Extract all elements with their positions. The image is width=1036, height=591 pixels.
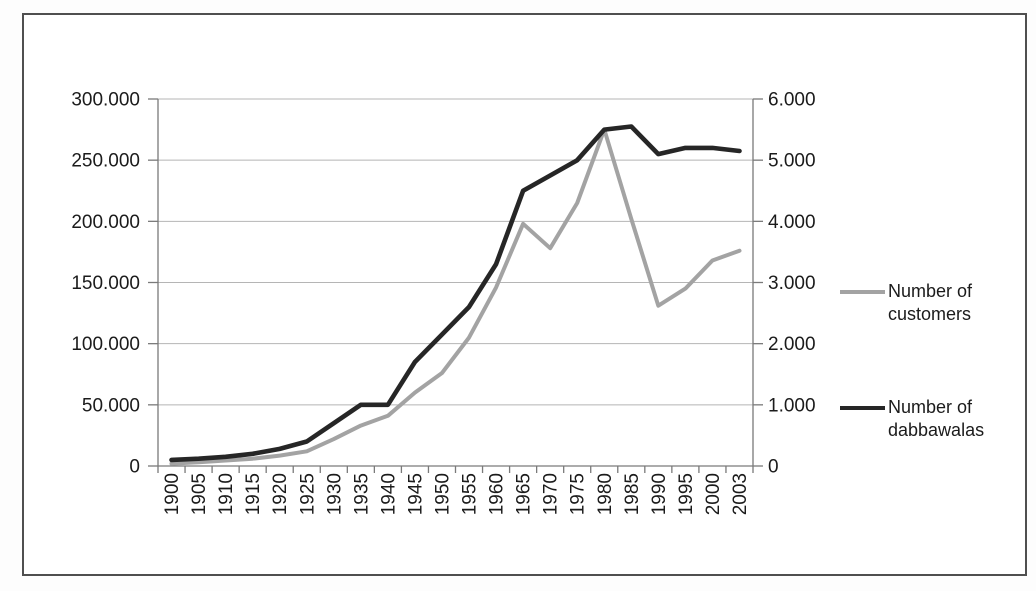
x-axis-tick-label: 1980 [595,473,616,515]
customers-line [169,127,742,466]
x-axis-tick-label: 1900 [162,473,183,515]
legend-label-customers: Number of customers [888,281,973,324]
x-axis-tick-label: 1945 [405,473,426,515]
right-axis-tick-label: 0 [768,457,779,478]
right-axis-tick-label: 2.000 [768,334,816,355]
x-axis-tick-label: 1990 [649,473,670,515]
left-axis-tick-label: 100.000 [71,334,140,355]
left-axis-tick-label: 200.000 [71,212,140,233]
dabbawalas-line [169,124,742,463]
x-axis-tick-label: 2000 [703,473,724,515]
x-axis-tick-label: 1920 [270,473,291,515]
x-axis-tick-label: 1985 [622,473,643,515]
customers-line-swatch [840,290,885,294]
x-axis-tick-label: 1995 [676,473,697,515]
legend-item-customers: Number of customers [840,280,1008,326]
x-axis-tick-label: 1955 [460,473,481,515]
chart-border-frame [22,13,1027,576]
x-axis-tick-label: 1940 [378,473,399,515]
x-axis-tick-label: 1975 [568,473,589,515]
left-axis-tick-label: 50.000 [82,395,140,416]
x-axis-tick-label: 1915 [243,473,264,515]
x-axis-tick-label: 1910 [216,473,237,515]
x-axis-tick-label: 1970 [541,473,562,515]
x-axis-tick-label: 1925 [297,473,318,515]
x-axis-tick-label: 1950 [432,473,453,515]
x-axis-tick-label: 1905 [189,473,210,515]
left-axis-tick-label: 300.000 [71,90,140,111]
x-axis-tick-label: 1960 [487,473,508,515]
x-axis-tick-label: 1930 [324,473,345,515]
left-axis-tick-label: 150.000 [71,273,140,294]
dabbawalas-line-swatch [840,406,885,410]
x-axis-tick-label: 1965 [514,473,535,515]
legend-item-dabbawalas: Number of dabbawalas [840,396,1008,442]
right-axis-tick-label: 6.000 [768,90,816,111]
left-axis-tick-label: 0 [129,457,140,478]
right-axis-tick-label: 4.000 [768,212,816,233]
x-axis-tick-label: 1935 [351,473,372,515]
x-axis-tick-label: 2003 [730,473,751,515]
right-axis-tick-label: 3.000 [768,273,816,294]
right-axis-tick-label: 5.000 [768,151,816,172]
right-axis-tick-label: 1.000 [768,395,816,416]
legend-label-dabbawalas: Number of dabbawalas [888,397,985,440]
left-axis-tick-label: 250.000 [71,151,140,172]
